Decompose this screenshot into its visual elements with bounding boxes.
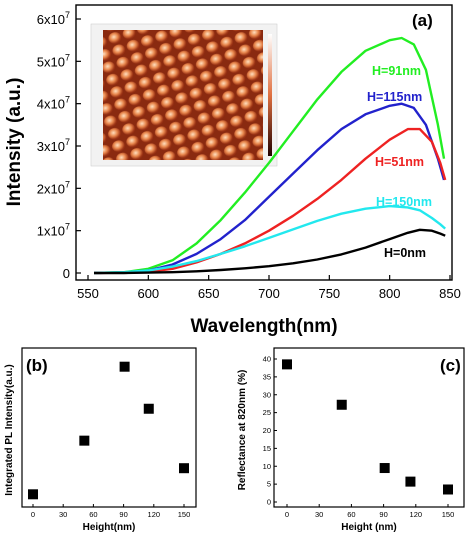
panel-c-x-axis-title: Height (nm) xyxy=(341,522,397,533)
panel-b-x-tick-label: 0 xyxy=(31,510,35,519)
panel-a-y-tick-label: 3x107 xyxy=(37,137,70,154)
series-label: H=51nm xyxy=(375,155,424,169)
panel-c-point xyxy=(443,484,453,495)
panel-b-y-axis-title: Integrated PL Intensity(a.u.) xyxy=(4,364,15,496)
series-label: H=91nm xyxy=(372,64,421,78)
panel-a-x-tick-label: 700 xyxy=(258,286,280,301)
panel-c-x-tick-label: 90 xyxy=(379,510,387,519)
panel-c-y-tick-label: 25 xyxy=(263,408,271,417)
panel-c-x-tick-label: 0 xyxy=(285,510,289,519)
panel-c-plot-frame xyxy=(273,347,465,508)
series-line-h115nm xyxy=(93,102,446,275)
panel-c-y-axis-title: Reflectance at 820nm (%) xyxy=(237,370,248,491)
panel-b-x-tick-label: 90 xyxy=(119,510,127,519)
afm-inset-image xyxy=(90,23,278,167)
panel-a-label: (a) xyxy=(412,11,433,30)
panel-b-point xyxy=(179,463,189,474)
panel-c-label: (c) xyxy=(440,356,461,375)
panel-c-point xyxy=(379,463,390,474)
panel-b-x-tick-label: 60 xyxy=(89,510,97,519)
panel-a-x-tick-label: 750 xyxy=(318,286,340,301)
panel-c-y-tick-label: 0 xyxy=(267,498,271,507)
panel-c-y-tick-label: 10 xyxy=(263,462,271,471)
panel-c-x-ticks: 0 30 60 90 120 150 xyxy=(285,504,454,519)
panel-c-points xyxy=(282,359,453,495)
panel-b-x-tick-label: 150 xyxy=(178,510,191,519)
inset-color-scale xyxy=(268,34,272,156)
panel-c-x-tick-label: 150 xyxy=(442,510,455,519)
series-line-h150nm xyxy=(93,204,446,275)
afm-image xyxy=(103,30,263,160)
series-line-h91nm xyxy=(93,36,446,275)
panel-a-spectra: (a) 0 1x107 2x107 3x107 4x107 5x107 6x107 550 6… xyxy=(4,4,461,337)
panel-c-y-tick-label: 35 xyxy=(263,372,271,381)
panel-a-series-labels: H=91nm H=115nm H=51nm H=150nm H=0nm xyxy=(367,64,432,260)
panel-b-x-tick-label: 30 xyxy=(59,510,67,519)
panel-c-y-tick-label: 15 xyxy=(263,444,271,453)
panel-a-x-tick-label: 600 xyxy=(137,286,159,301)
series-line-h0nm xyxy=(94,228,446,275)
series-label: H=0nm xyxy=(384,246,426,260)
series-line-h51nm xyxy=(93,127,447,275)
panel-a-y-ticks: 0 1x107 2x107 3x107 4x107 5x107 6x107 xyxy=(37,10,81,281)
series-label: H=150nm xyxy=(376,195,432,209)
panel-b-plot-frame xyxy=(21,347,197,508)
panel-c-point xyxy=(282,359,292,370)
panel-b-integrated-pl: (b) 0 30 60 90 120 150 Height(nm) Integrated … xyxy=(4,347,197,533)
panel-a-x-tick-label: 550 xyxy=(77,286,99,301)
panel-b-point xyxy=(28,489,38,500)
panel-c-point xyxy=(405,476,416,487)
panel-a-y-tick-label: 5x107 xyxy=(37,52,70,69)
panel-b-points xyxy=(28,361,189,500)
panel-a-y-tick-label: 0 xyxy=(63,266,70,281)
panel-a-y-tick-label: 2x107 xyxy=(37,179,70,196)
panel-c-reflectance: (c) 0 5 10 15 20 25 30 35 40 0 30 60 90 120 150 Heigh… xyxy=(237,347,465,533)
panel-a-y-axis-title: Intensity (a.u.) xyxy=(4,78,25,207)
panel-c-y-tick-label: 40 xyxy=(263,355,271,364)
panel-a-plot-frame xyxy=(75,4,453,281)
panel-c-y-tick-label: 5 xyxy=(267,480,271,489)
panel-a-x-tick-label: 650 xyxy=(198,286,220,301)
panel-b-x-tick-label: 120 xyxy=(148,510,161,519)
panel-a-y-tick-label: 6x107 xyxy=(37,10,70,27)
panel-c-x-tick-label: 60 xyxy=(347,510,355,519)
panel-a-x-tick-label: 800 xyxy=(379,286,401,301)
panel-a-x-ticks: 550 600 650 700 750 800 850 xyxy=(77,275,461,301)
panel-c-x-tick-label: 120 xyxy=(410,510,423,519)
panel-b-x-axis-title: Height(nm) xyxy=(83,522,136,533)
panel-b-label: (b) xyxy=(26,356,48,375)
panel-a-y-tick-label: 1x107 xyxy=(37,222,70,239)
panel-b-x-ticks: 0 30 60 90 120 150 xyxy=(31,504,190,519)
panel-a-x-axis-title: Wavelength(nm) xyxy=(190,316,337,337)
panel-c-y-ticks: 0 5 10 15 20 25 30 35 40 xyxy=(263,355,277,507)
panel-b-point xyxy=(119,361,130,372)
panel-a-series xyxy=(93,36,447,275)
panel-a-x-tick-label: 850 xyxy=(439,286,461,301)
panel-c-y-tick-label: 30 xyxy=(263,390,271,399)
panel-b-point xyxy=(143,403,154,414)
panel-c-y-tick-label: 20 xyxy=(263,426,271,435)
panel-a-y-tick-label: 4x107 xyxy=(37,95,70,112)
panel-b-point xyxy=(79,435,90,446)
panel-c-point xyxy=(336,399,347,410)
panel-c-x-tick-label: 30 xyxy=(315,510,323,519)
series-label: H=115nm xyxy=(367,90,422,104)
